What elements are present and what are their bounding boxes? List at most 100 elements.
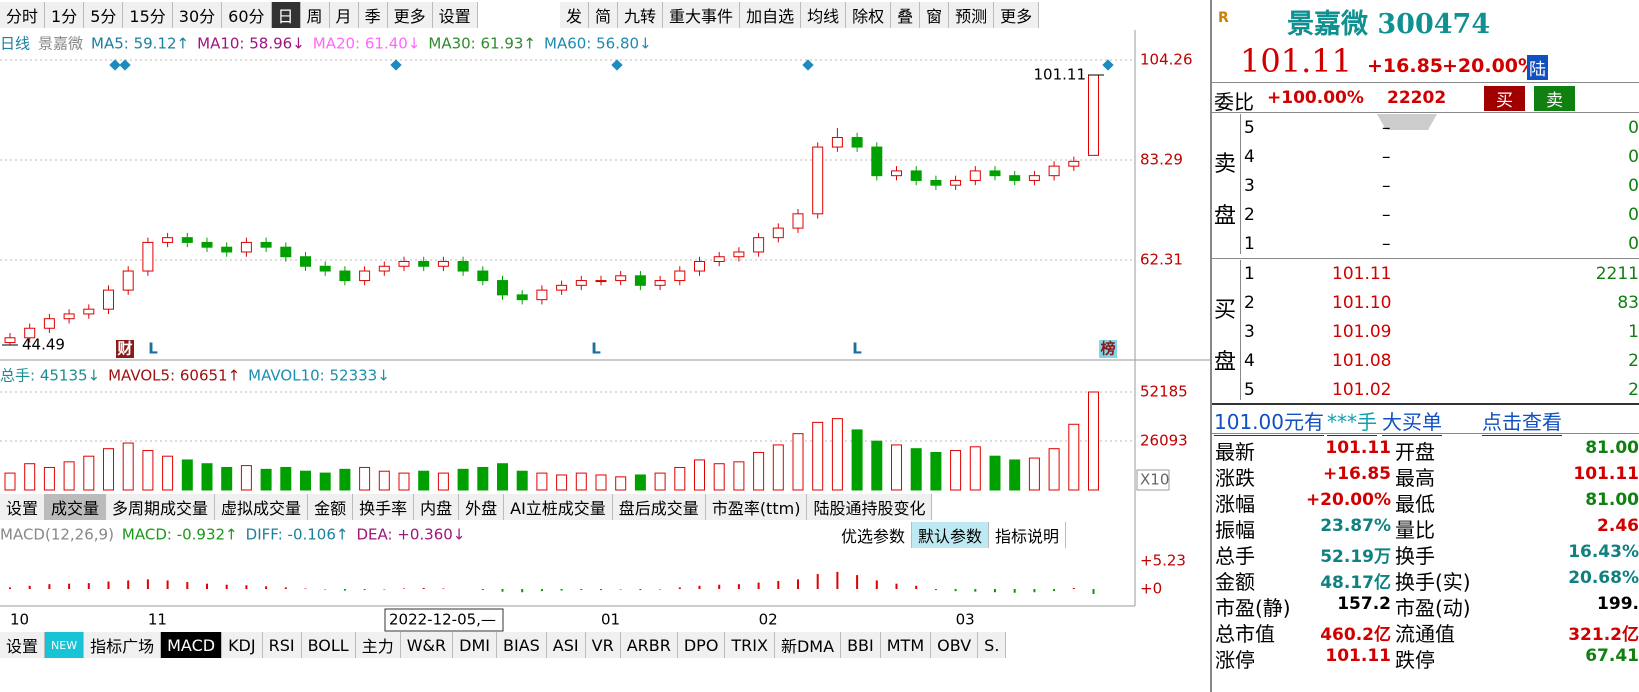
tab[interactable]: ARBR <box>621 632 678 658</box>
level: 1 <box>1244 264 1255 284</box>
big-order[interactable]: ***手 <box>1327 406 1377 436</box>
tab[interactable]: 指标说明 <box>989 522 1067 548</box>
tab[interactable]: BOLL <box>302 632 356 658</box>
candle-body <box>378 265 390 272</box>
tab[interactable]: 预测 <box>949 2 995 28</box>
volume-bar <box>1028 457 1040 491</box>
tab[interactable]: W&R <box>401 632 454 658</box>
tab[interactable]: DMI <box>453 632 497 658</box>
volume-bar <box>122 442 134 491</box>
tab[interactable]: 叠 <box>891 2 921 28</box>
tab[interactable]: MTM <box>881 632 932 658</box>
tab[interactable]: 指标广场 <box>84 632 162 658</box>
macd-bar <box>363 589 366 591</box>
macd-bar <box>422 587 425 590</box>
tab[interactable]: 金额 <box>308 494 354 520</box>
tab[interactable]: 默认参数 <box>912 522 990 548</box>
big-order[interactable]: 101.00元有 <box>1214 406 1324 436</box>
candle-body <box>240 241 252 253</box>
tab[interactable]: 60分 <box>222 2 272 28</box>
tab[interactable]: 简 <box>589 2 619 28</box>
volume-bar <box>556 474 568 491</box>
volume-bar <box>477 466 489 491</box>
tab[interactable]: NEW <box>45 632 85 658</box>
tab[interactable]: 优选参数 <box>835 522 913 548</box>
high-label: 101.11 <box>1034 66 1087 84</box>
tab[interactable]: 市盈率(ttm) <box>706 494 808 520</box>
text: 101.11 <box>1240 42 1352 80</box>
tab[interactable]: 设置 <box>0 632 46 658</box>
tab[interactable]: 成交量 <box>45 494 107 520</box>
tab[interactable]: AI立桩成交量 <box>504 494 613 520</box>
book-price: – <box>1382 176 1391 196</box>
volume-bar <box>831 418 843 491</box>
tab[interactable]: 重大事件 <box>663 2 741 28</box>
annotation: 榜 <box>1100 340 1115 358</box>
macd-bar <box>580 589 583 591</box>
candle-body <box>359 270 371 282</box>
tab[interactable]: 30分 <box>173 2 223 28</box>
book-price: 101.02 <box>1332 380 1392 400</box>
tab[interactable]: 周 <box>301 2 330 28</box>
tab[interactable]: ASI <box>547 632 586 658</box>
tab[interactable]: 盘后成交量 <box>613 494 706 520</box>
stat-value: 101.11 <box>1573 464 1639 484</box>
tab[interactable]: 季 <box>359 2 388 28</box>
tab[interactable]: MACD <box>161 632 223 658</box>
tab[interactable]: BIAS <box>497 632 547 658</box>
book-volume: 2 <box>1628 380 1639 400</box>
tab[interactable]: 设置 <box>433 2 478 28</box>
tab[interactable]: 换手率 <box>353 494 415 520</box>
annotation: L <box>148 340 158 358</box>
tab[interactable]: 5分 <box>84 2 124 28</box>
stat-value: 2.46 <box>1597 516 1639 536</box>
tab[interactable]: 分时 <box>0 2 46 28</box>
tab[interactable]: 虚拟成交量 <box>215 494 309 520</box>
tab[interactable]: 加自选 <box>740 2 802 28</box>
tab[interactable]: 除权 <box>846 2 892 28</box>
volume-bar <box>950 450 962 491</box>
macd-bar <box>1072 587 1075 590</box>
tab[interactable]: 九转 <box>618 2 664 28</box>
tab[interactable]: 外盘 <box>459 494 505 520</box>
marker-diamond <box>390 59 402 71</box>
macd-bar <box>560 589 563 591</box>
tab[interactable]: 主力 <box>356 632 401 658</box>
volume-bar <box>103 448 114 491</box>
macd-bar <box>403 588 405 590</box>
tab[interactable]: 窗 <box>920 2 950 28</box>
tab[interactable]: 均线 <box>801 2 847 28</box>
y-tick-label: 104.26 <box>1140 50 1193 68</box>
tab[interactable]: 新DMA <box>775 632 842 658</box>
tab[interactable]: VR <box>586 632 621 658</box>
candle-body <box>43 318 55 329</box>
tab[interactable]: RSI <box>263 632 302 658</box>
tab[interactable]: 内盘 <box>414 494 460 520</box>
tab[interactable]: 发 <box>560 2 590 28</box>
tab[interactable]: TRIX <box>725 632 775 658</box>
candle-body <box>910 170 922 181</box>
tab[interactable]: S. <box>978 632 1007 658</box>
tab[interactable]: 15分 <box>123 2 173 28</box>
tab[interactable]: KDJ <box>222 632 263 658</box>
tab[interactable]: 更多 <box>994 2 1040 28</box>
macd-bar <box>639 589 642 591</box>
big-order[interactable]: 点击查看 <box>1482 406 1562 436</box>
legend-item: MA20: 61.40↓ <box>313 35 421 53</box>
tab[interactable]: BBI <box>841 632 881 658</box>
tab[interactable]: OBV <box>931 632 979 658</box>
tab[interactable]: 1分 <box>45 2 85 28</box>
tab[interactable]: 月 <box>330 2 359 28</box>
stat-label: 涨幅 <box>1215 492 1255 516</box>
tab[interactable]: 设置 <box>0 494 46 520</box>
book-price: 101.08 <box>1332 351 1392 371</box>
legend-item: MAVOL10: 52333↓ <box>248 367 390 385</box>
candle-body <box>851 137 863 148</box>
tab[interactable]: 更多 <box>388 2 433 28</box>
tab[interactable]: 陆股通持股变化 <box>807 494 933 520</box>
divider <box>1212 433 1639 434</box>
tab[interactable]: 日 <box>271 2 301 28</box>
tab[interactable]: DPO <box>678 632 726 658</box>
big-order[interactable]: 大买单 <box>1382 406 1442 436</box>
tab[interactable]: 多周期成交量 <box>106 494 216 520</box>
